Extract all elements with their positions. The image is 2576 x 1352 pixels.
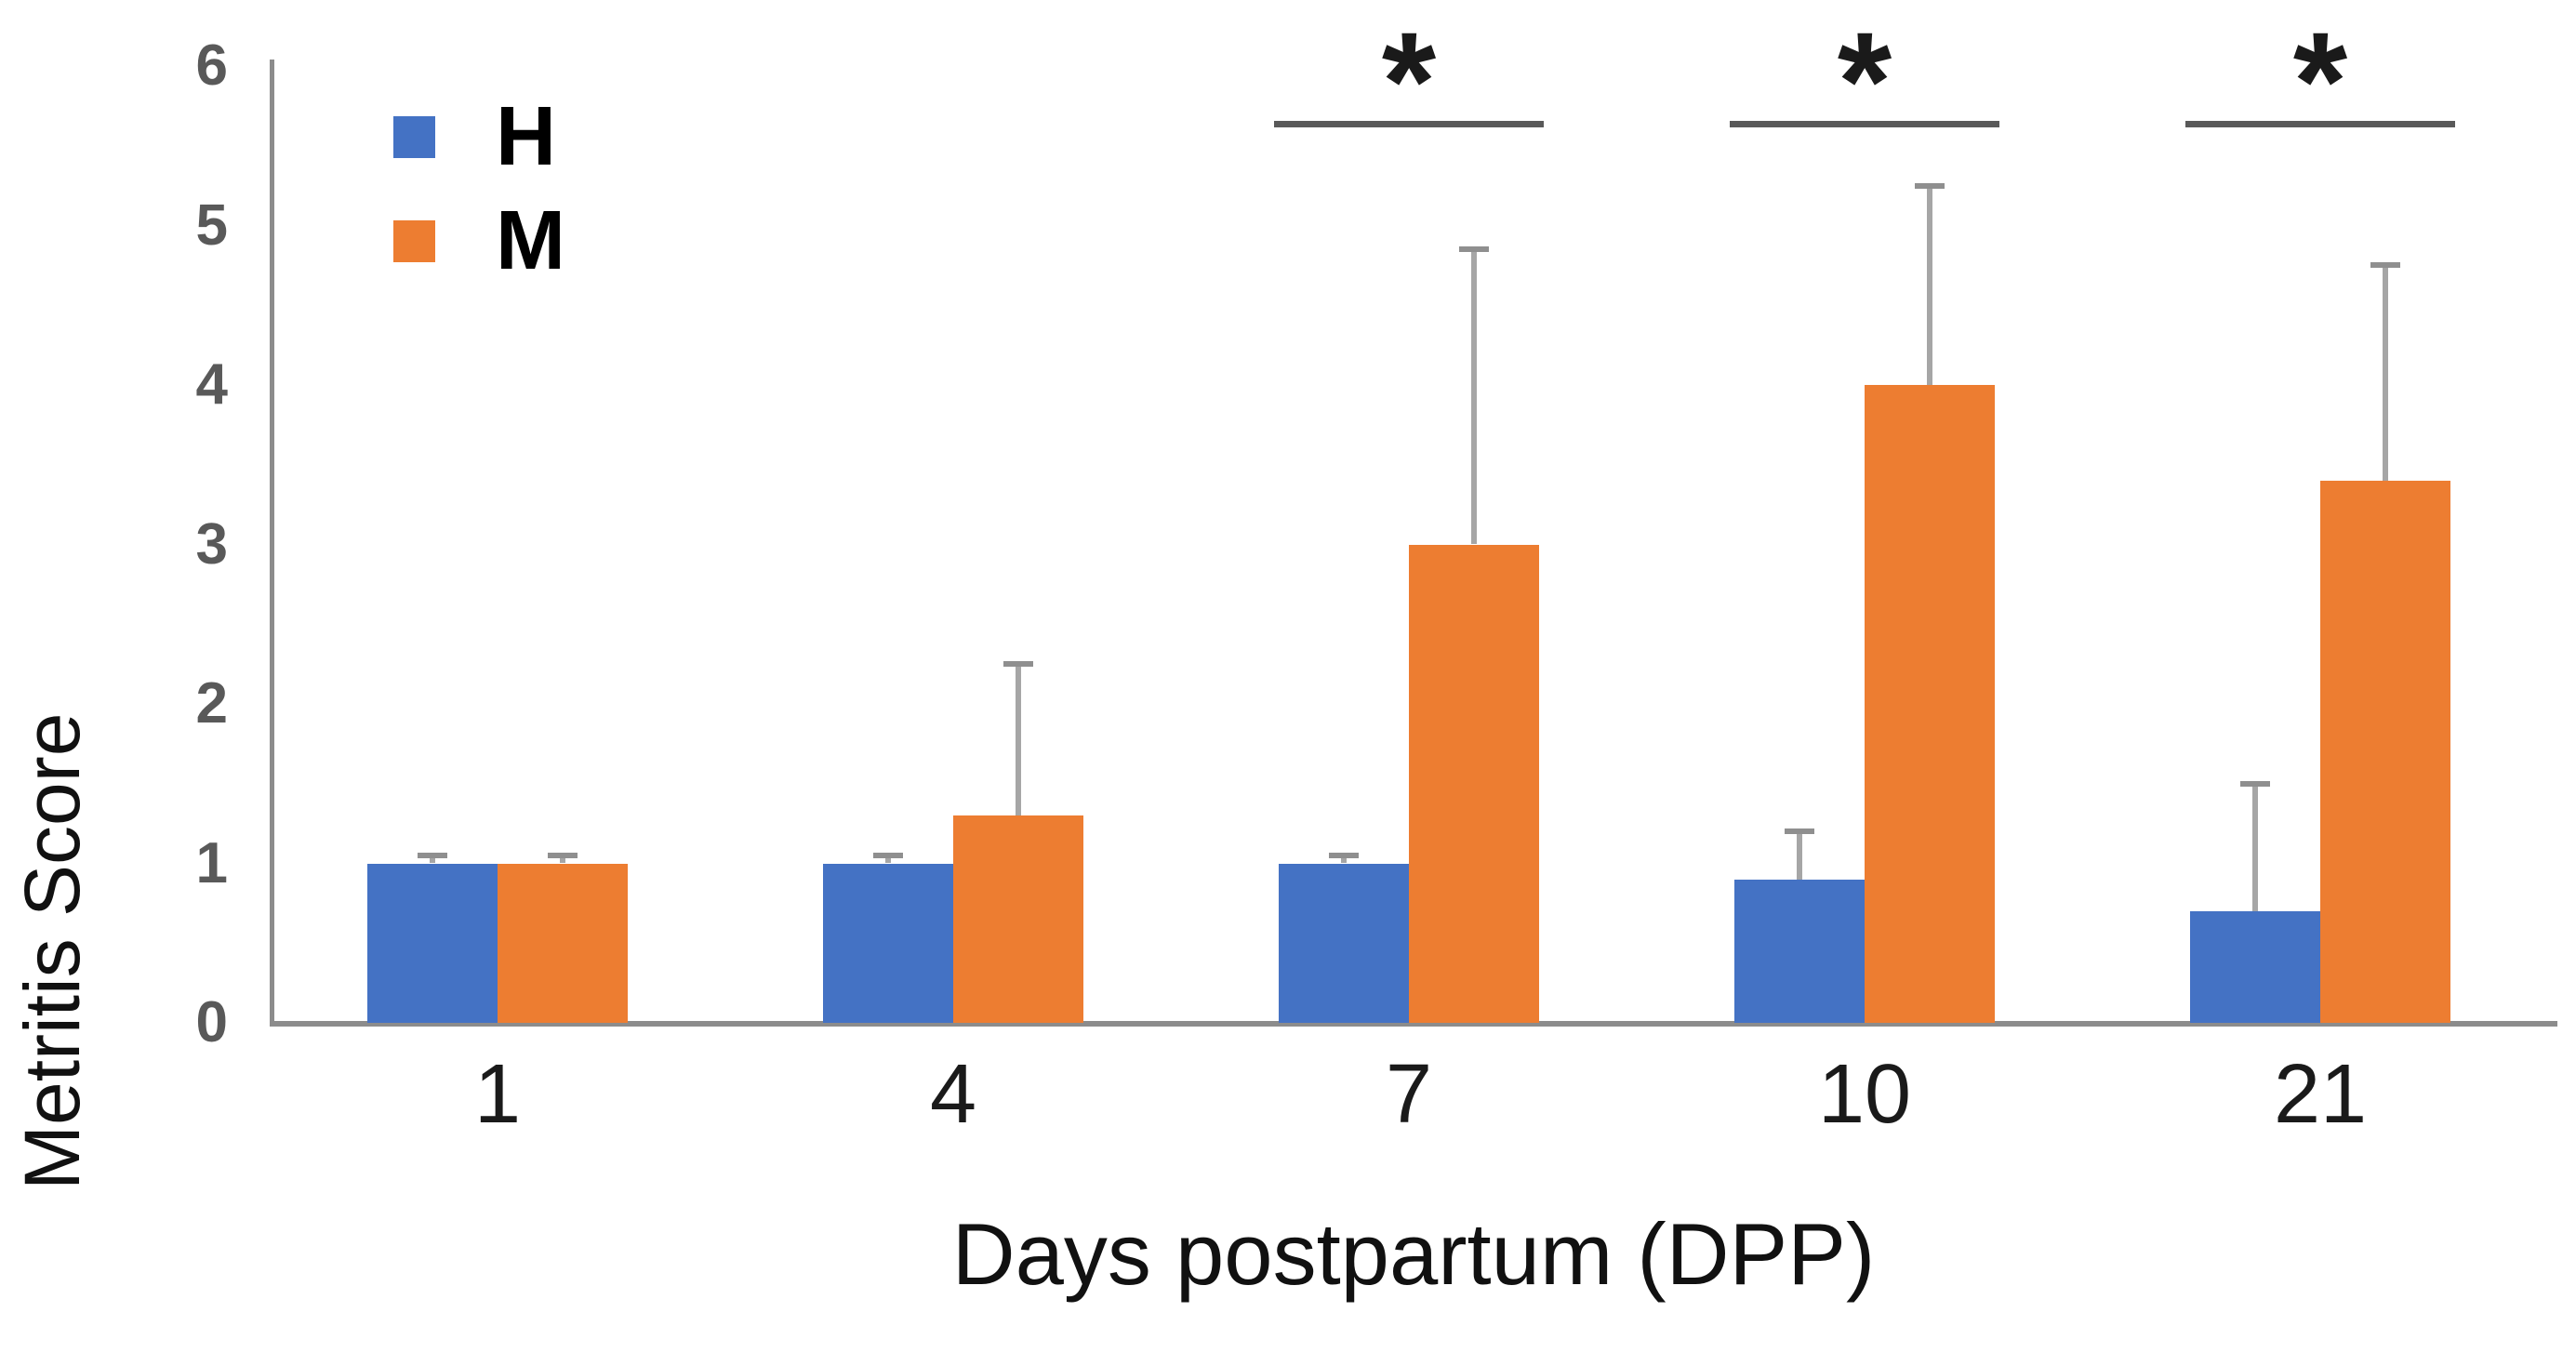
- bar-h-dpp10: [1734, 879, 1865, 1023]
- bar-h-dpp4: [823, 863, 953, 1023]
- significance-asterisk-dpp7: *: [1381, 3, 1437, 159]
- x-axis-line: [270, 1021, 2557, 1027]
- y-tick-label-4: 4: [195, 352, 228, 417]
- error-bar-stem-m-dpp4: [1016, 664, 1021, 816]
- y-tick-label-0: 0: [195, 990, 228, 1054]
- error-bar-cap-m-dpp7: [1459, 246, 1489, 253]
- error-bar-cap-h-dpp4: [873, 852, 903, 858]
- error-bar-cap-h-dpp21: [2240, 780, 2270, 787]
- significance-line-dpp7: [1274, 121, 1544, 127]
- error-bar-stem-h-dpp21: [2252, 783, 2258, 911]
- error-bar-cap-m-dpp1: [548, 852, 578, 858]
- bar-h-dpp21: [2190, 910, 2320, 1023]
- error-bar-stem-h-dpp1: [430, 855, 435, 864]
- y-tick-label-5: 5: [195, 192, 228, 258]
- legend-swatch-m: [393, 220, 435, 262]
- bar-m-dpp21: [2320, 480, 2450, 1023]
- error-bar-stem-h-dpp4: [885, 855, 891, 864]
- error-bar-cap-m-dpp4: [1003, 661, 1033, 668]
- legend-swatch-h: [393, 116, 435, 158]
- error-bar-cap-m-dpp10: [1915, 182, 1945, 189]
- error-bar-stem-m-dpp21: [2383, 265, 2388, 481]
- x-axis-title: Days postpartum (DPP): [951, 1205, 1876, 1303]
- y-axis-line: [270, 60, 274, 1027]
- y-axis-title: Metritis Score: [8, 712, 96, 1190]
- y-tick-label-1: 1: [195, 830, 228, 895]
- x-tick-label-4: 4: [929, 1048, 977, 1141]
- error-bar-cap-h-dpp7: [1329, 852, 1359, 858]
- error-bar-stem-h-dpp7: [1341, 855, 1347, 864]
- error-bar-stem-m-dpp10: [1927, 185, 1932, 385]
- bar-m-dpp7: [1409, 544, 1539, 1023]
- y-tick-label-2: 2: [195, 671, 228, 736]
- significance-asterisk-dpp10: *: [1837, 3, 1892, 159]
- y-tick-label-3: 3: [195, 511, 228, 577]
- significance-line-dpp21: [2185, 121, 2455, 127]
- bar-h-dpp7: [1279, 863, 1409, 1023]
- x-tick-label-1: 1: [473, 1048, 522, 1141]
- legend-label-m: M: [496, 194, 565, 287]
- x-tick-label-7: 7: [1385, 1048, 1433, 1141]
- significance-line-dpp10: [1730, 121, 1999, 127]
- y-tick-label-6: 6: [195, 33, 228, 98]
- error-bar-cap-m-dpp21: [2370, 262, 2400, 269]
- x-tick-label-10: 10: [1817, 1048, 1912, 1141]
- error-bar-cap-h-dpp1: [418, 852, 447, 858]
- error-bar-stem-m-dpp1: [560, 855, 565, 864]
- bar-m-dpp4: [953, 815, 1083, 1023]
- error-bar-stem-m-dpp7: [1471, 249, 1477, 545]
- legend-label-h: H: [496, 90, 556, 183]
- significance-asterisk-dpp21: *: [2292, 3, 2348, 159]
- bar-h-dpp1: [367, 863, 498, 1023]
- bar-m-dpp10: [1865, 385, 1995, 1023]
- error-bar-cap-h-dpp10: [1785, 828, 1814, 835]
- error-bar-stem-h-dpp10: [1797, 831, 1802, 880]
- x-tick-label-21: 21: [2273, 1048, 2368, 1141]
- bar-m-dpp1: [498, 863, 628, 1023]
